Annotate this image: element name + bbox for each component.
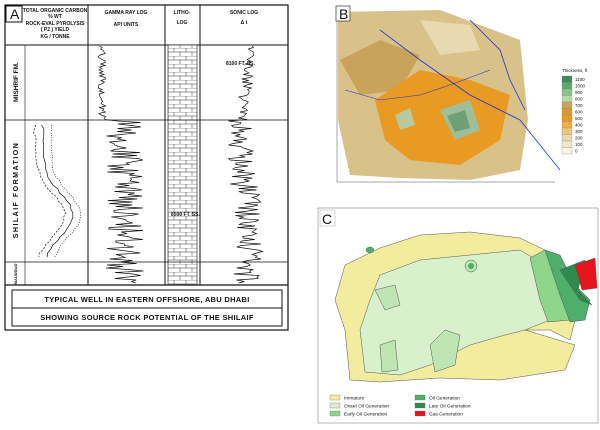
legend-label: Early Oil Generation [344, 412, 388, 418]
fault-line [469, 19, 526, 111]
legend-swatch [561, 82, 573, 90]
legend-swatch [561, 121, 573, 129]
fault-line [344, 69, 491, 101]
zone-oil [468, 263, 474, 269]
header: LITHO- [174, 10, 191, 16]
panel-label: A [10, 6, 20, 22]
legend-swatch [414, 394, 426, 401]
legend-swatch [561, 95, 573, 103]
legend-label: 800 [575, 97, 583, 102]
depth-mark: 8100 FT. SS. [226, 61, 256, 67]
map-area [447, 110, 470, 132]
depth-mark: 8500 FT. SS. [171, 212, 201, 218]
map-area [375, 70, 510, 165]
legend-label: 0 [575, 149, 578, 154]
legend-label: Onset Oil Generation [344, 404, 389, 410]
legend-label: 700 [575, 103, 583, 108]
caption-line: SHOWING SOURCE ROCK POTENTIAL OF THE SHI… [40, 313, 254, 322]
gamma-ray-curve [97, 45, 144, 284]
header: ( P2 ) YIELD [41, 27, 70, 33]
zone-late-oil [559, 259, 593, 306]
header: API UNITS [114, 22, 139, 28]
legend-swatch [561, 101, 573, 109]
header: Δ t [241, 20, 248, 26]
formation-label: MAUDDUD [13, 264, 18, 285]
legend-label: Immature [344, 396, 365, 402]
legend-label: Late Oil Generation [429, 404, 471, 410]
maturity-legend: Immature Onset Oil Generation Early Oil Ge… [329, 394, 471, 418]
header: GAMMA RAY LOG [105, 10, 148, 16]
header: ROCK-EVAL PYROLYSIS [26, 21, 85, 27]
legend-label: 200 [575, 136, 583, 141]
legend-swatch [561, 140, 573, 148]
legend-swatch [329, 394, 341, 401]
legend-swatch [414, 402, 426, 409]
log-curves [33, 45, 264, 284]
zone-oil [544, 249, 591, 323]
header: SONIC LOG [230, 10, 258, 16]
panel-label-box [319, 209, 336, 227]
legend-label: Oil Generation [429, 396, 460, 402]
legend-label: 500 [575, 116, 583, 121]
legend-swatch [329, 410, 341, 417]
legend-label: 400 [575, 123, 583, 128]
legend-swatch [561, 88, 573, 96]
legend-swatch [329, 402, 341, 409]
header: KG / TONNE [40, 34, 70, 40]
panel-label-box [5, 5, 23, 23]
formation-label: MISHRIF FM. [13, 62, 20, 102]
caption-line: TYPICAL WELL IN EASTERN OFFSHORE, ABU DH… [44, 295, 249, 304]
legend-label: 600 [575, 110, 583, 115]
legend-title: Thickness, ft [562, 68, 588, 73]
panel-label: B [339, 6, 348, 22]
toc-curve [41, 124, 74, 258]
legend-label: 1000 [575, 84, 586, 89]
zone-early-oil [379, 339, 399, 373]
zone-gas [574, 257, 598, 291]
legend-swatch [414, 410, 426, 417]
panel-b: B Thickness, ft 110010009008007006005004… [333, 5, 598, 195]
header: TOTAL ORGANIC CARBON [23, 8, 88, 14]
zone-early-oil [429, 329, 461, 373]
legend-swatch [561, 108, 573, 116]
header: % WT [48, 14, 62, 20]
sonic-curve [228, 45, 264, 284]
legend-label: 1100 [575, 77, 585, 82]
zone-onset-oil [359, 249, 556, 376]
legend-label: 100 [575, 142, 583, 147]
map-area [420, 20, 480, 55]
panel-a: A TOTAL ORGANIC CARBON % WT ROCK-EVAL PY… [4, 4, 289, 331]
panel-a-frame [4, 4, 289, 331]
legend-swatch [561, 147, 573, 155]
litho-column [167, 44, 198, 286]
zone-early-oil [374, 284, 401, 311]
legend-label: 300 [575, 129, 583, 134]
legend-swatch [561, 134, 573, 142]
toc-curve [33, 124, 67, 258]
header: LOG [177, 20, 188, 26]
map-area [395, 108, 415, 130]
formation-label: SHILAIF FORMATION [13, 142, 20, 239]
legend-label: Gas Generation [429, 412, 463, 418]
zone-oil [365, 246, 375, 254]
panel-label: C [322, 211, 332, 227]
fault-line [379, 29, 561, 171]
legend-label: 900 [575, 90, 583, 95]
legend-swatch [561, 114, 573, 122]
panel-label-box [335, 5, 351, 22]
panel-c: C Immature Onset Oil Generation Early Oil … [317, 207, 599, 424]
legend-swatch [561, 75, 573, 83]
legend-swatch [561, 127, 573, 135]
map-area [340, 40, 420, 95]
